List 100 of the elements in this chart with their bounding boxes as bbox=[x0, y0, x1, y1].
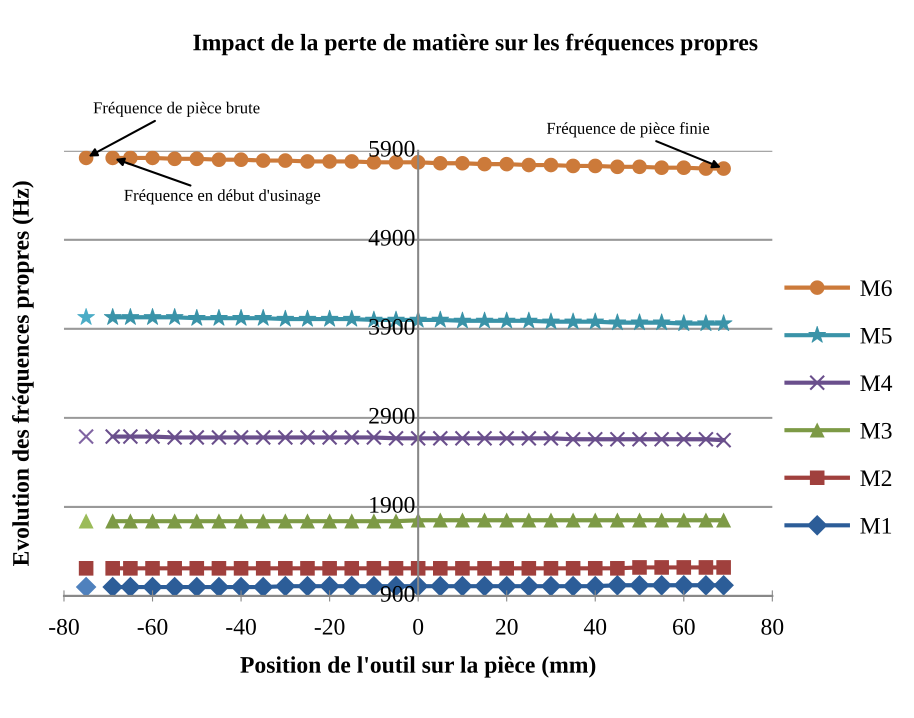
point bbox=[654, 431, 670, 448]
point bbox=[698, 512, 714, 528]
point bbox=[542, 430, 559, 446]
point bbox=[522, 512, 536, 528]
point bbox=[587, 431, 604, 448]
point bbox=[566, 512, 580, 528]
point bbox=[212, 561, 226, 576]
point bbox=[499, 561, 514, 576]
point bbox=[78, 514, 94, 528]
point bbox=[77, 308, 96, 325]
point bbox=[610, 561, 625, 576]
legend-label: M4 bbox=[860, 375, 892, 391]
point bbox=[277, 429, 294, 446]
point bbox=[276, 310, 294, 327]
point bbox=[632, 560, 647, 575]
point bbox=[498, 430, 515, 446]
y-tick-label: 900 bbox=[380, 586, 414, 602]
point bbox=[588, 512, 603, 528]
point bbox=[145, 514, 160, 528]
point bbox=[254, 308, 272, 326]
point bbox=[522, 158, 536, 172]
point bbox=[344, 429, 360, 446]
point bbox=[320, 310, 339, 327]
point bbox=[234, 561, 248, 576]
x-tick-label: -80 bbox=[49, 618, 79, 635]
point bbox=[432, 430, 448, 446]
point bbox=[564, 312, 582, 330]
point bbox=[256, 561, 270, 576]
point bbox=[188, 429, 205, 446]
point bbox=[344, 514, 360, 528]
point bbox=[654, 560, 669, 575]
point bbox=[432, 512, 448, 528]
point bbox=[588, 158, 603, 174]
point bbox=[716, 512, 731, 528]
point bbox=[186, 576, 207, 596]
point bbox=[432, 561, 448, 576]
point bbox=[499, 512, 514, 528]
point bbox=[344, 154, 360, 169]
point bbox=[388, 430, 404, 446]
point bbox=[366, 429, 382, 446]
point bbox=[366, 514, 382, 528]
annotation: Fréquence de pièce brute bbox=[94, 102, 260, 117]
x-tick-label: -20 bbox=[314, 618, 344, 635]
point bbox=[166, 308, 184, 325]
point bbox=[120, 576, 141, 596]
point bbox=[585, 576, 606, 596]
point bbox=[104, 308, 122, 325]
point bbox=[674, 575, 694, 596]
point bbox=[522, 561, 536, 576]
point bbox=[632, 512, 647, 528]
point bbox=[588, 561, 603, 576]
point bbox=[476, 311, 494, 328]
point bbox=[716, 560, 731, 575]
point bbox=[322, 514, 337, 528]
point bbox=[698, 560, 714, 575]
point bbox=[676, 160, 692, 175]
point bbox=[630, 313, 648, 330]
point bbox=[544, 561, 558, 576]
point bbox=[230, 576, 252, 596]
point bbox=[607, 575, 628, 596]
point bbox=[344, 561, 360, 576]
point bbox=[210, 429, 227, 446]
point bbox=[210, 308, 228, 326]
legend-label: M2 bbox=[860, 470, 892, 486]
point bbox=[105, 150, 120, 166]
point bbox=[342, 310, 361, 327]
point bbox=[166, 429, 183, 446]
point bbox=[78, 428, 94, 445]
point bbox=[455, 156, 470, 171]
point bbox=[610, 512, 625, 528]
point bbox=[654, 160, 669, 175]
point bbox=[366, 561, 382, 576]
point bbox=[477, 156, 492, 172]
point bbox=[676, 512, 692, 528]
point bbox=[496, 576, 517, 596]
point bbox=[342, 576, 362, 596]
point bbox=[586, 312, 604, 330]
point bbox=[452, 576, 473, 596]
point bbox=[431, 310, 450, 328]
point bbox=[696, 314, 715, 332]
point bbox=[121, 308, 140, 325]
point bbox=[632, 160, 647, 174]
point bbox=[300, 561, 315, 576]
point bbox=[388, 514, 404, 528]
point bbox=[609, 431, 626, 448]
point bbox=[298, 310, 316, 327]
point bbox=[300, 154, 315, 169]
point bbox=[278, 153, 293, 168]
point bbox=[78, 150, 94, 166]
point bbox=[474, 576, 495, 596]
x-tick-label: 20 bbox=[496, 618, 518, 635]
chart-title: Impact de la perte de matière sur les fréquences propres bbox=[193, 34, 758, 56]
point bbox=[212, 152, 226, 167]
point bbox=[190, 152, 204, 166]
point bbox=[477, 512, 492, 528]
point bbox=[123, 561, 138, 576]
x-tick-label: -40 bbox=[226, 618, 256, 635]
point bbox=[145, 150, 160, 166]
annotation: Fréquence de pièce finie bbox=[546, 122, 710, 138]
point bbox=[476, 430, 493, 446]
